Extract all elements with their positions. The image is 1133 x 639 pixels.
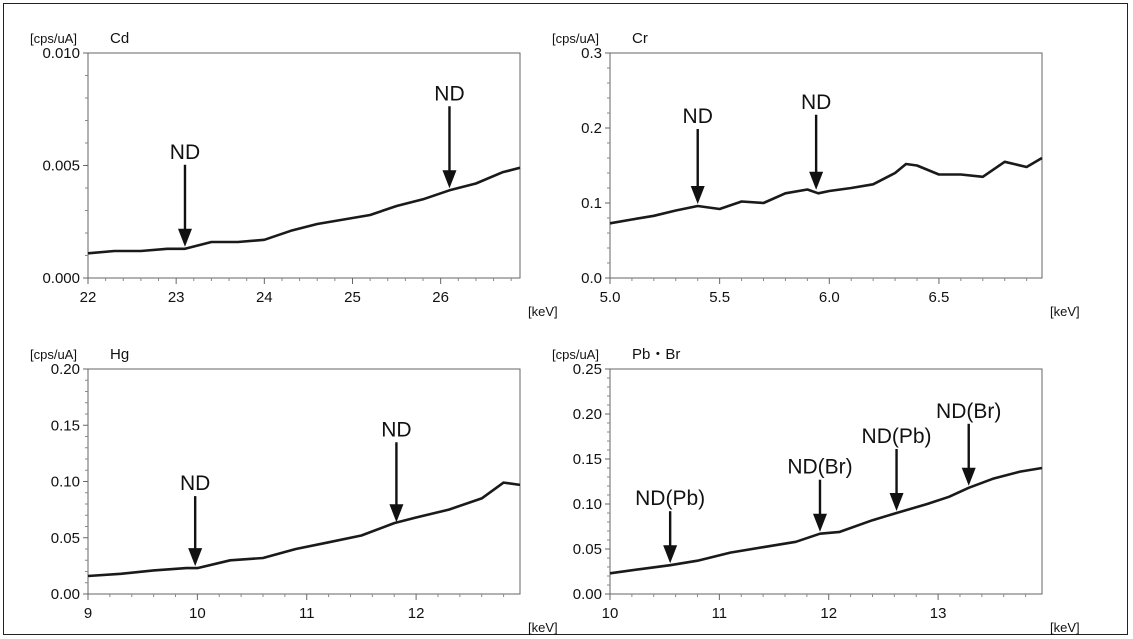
chart-panel-pbbr: 0.00 0.05 0.10 0.15 0.20 0.25 10 11 12 13 [cps/uA]…: [552, 346, 1080, 635]
plot-area: [87, 368, 521, 595]
panel-title: Cd: [110, 30, 129, 47]
annotation-arrow-head: [177, 228, 192, 247]
annotation-label: ND(Br): [936, 400, 1001, 423]
x-tick-label: 6.5: [929, 289, 950, 306]
annotation-arrow-head: [690, 186, 705, 204]
figure-frame: [3, 3, 1128, 635]
x-tick-label: 5.0: [600, 289, 621, 306]
x-tick-label: 25: [344, 289, 361, 306]
x-tick-label: 10: [189, 605, 206, 622]
y-tick-label: 0.20: [573, 406, 602, 423]
x-tick-label: 23: [168, 289, 185, 306]
annotation-arrow-head: [188, 548, 203, 567]
annotation-label: ND(Br): [787, 456, 852, 479]
chart-panel-cd: 0.000 0.005 0.010 22 23 24 25 26 [cps/uA] [keV] Cd…: [30, 30, 558, 319]
y-tick-label: 0.00: [573, 586, 602, 603]
annotation-label: ND: [801, 91, 831, 114]
chart-panel-cr: 0.0 0.1 0.2 0.3 5.0 5.5 6.0 6.5 [cps/uA] [keV] Cr N…: [552, 30, 1080, 319]
annotation-label: ND: [180, 472, 210, 495]
annotation-arrow-head: [812, 513, 827, 532]
annotation-arrow-head: [389, 504, 404, 523]
chart-panel-hg: 0.00 0.05 0.10 0.15 0.20 9 10 11 12 [cps/uA] [keV]…: [30, 346, 558, 635]
y-tick-label: 0.000: [42, 270, 80, 287]
annotation-label: ND: [434, 82, 464, 105]
x-tick-label: 26: [432, 289, 449, 306]
y-tick-label: 0.010: [42, 45, 80, 62]
y-tick-label: 0.15: [573, 451, 602, 468]
y-tick-label: 0.10: [573, 496, 602, 513]
y-tick-label: 0.05: [51, 530, 80, 547]
y-tick-label: 0.05: [573, 541, 602, 558]
y-tick-label: 0.15: [51, 417, 80, 434]
x-tick-label: 10: [602, 605, 619, 622]
y-tick-label: 0.005: [42, 158, 80, 175]
y-tick-label: 0.00: [51, 586, 80, 603]
plot-area: [609, 368, 1043, 595]
x-axis-label: [keV]: [1050, 304, 1080, 319]
x-tick-label: 13: [930, 605, 947, 622]
y-tick-label: 0.2: [581, 120, 602, 137]
y-axis-label: [cps/uA]: [552, 31, 599, 46]
annotation-label: ND(Pb): [635, 487, 705, 510]
panel-title: Pb・Br: [632, 346, 680, 363]
y-tick-label: 0.10: [51, 474, 80, 491]
x-tick-label: 12: [820, 605, 837, 622]
y-tick-label: 0.25: [573, 361, 602, 378]
x-tick-label: 22: [80, 289, 97, 306]
y-axis-label: [cps/uA]: [30, 347, 77, 362]
y-tick-label: 0.3: [581, 45, 602, 62]
x-tick-label: 6.0: [819, 289, 840, 306]
spectrum-line: [87, 166, 521, 255]
annotation-label: ND(Pb): [862, 425, 932, 448]
panel-title: Cr: [632, 30, 648, 47]
plot-area: [609, 52, 1043, 279]
y-axis-label: [cps/uA]: [30, 31, 77, 46]
spectrum-line: [609, 466, 1043, 575]
spectrum-line: [609, 156, 1043, 225]
spectrum-line: [87, 481, 521, 578]
y-tick-label: 0.1: [581, 195, 602, 212]
x-tick-label: 24: [256, 289, 273, 306]
y-tick-label: 0.20: [51, 361, 80, 378]
annotation-arrow-head: [663, 545, 678, 564]
panel-title: Hg: [110, 346, 129, 363]
x-tick-label: 11: [712, 605, 728, 622]
annotation-arrow-head: [889, 493, 904, 511]
annotation-label: ND: [381, 418, 411, 441]
x-axis-label: [keV]: [1050, 620, 1080, 635]
x-tick-label: 9: [84, 605, 92, 622]
x-tick-label: 12: [408, 605, 425, 622]
x-tick-label: 5.5: [709, 289, 730, 306]
annotation-arrow-head: [442, 170, 457, 189]
annotation-label: ND: [170, 141, 200, 164]
y-axis-label: [cps/uA]: [552, 347, 599, 362]
annotation-arrow-head: [961, 467, 976, 486]
y-tick-label: 0.0: [581, 270, 602, 287]
x-tick-label: 11: [299, 605, 315, 622]
annotation-arrow-head: [809, 171, 824, 190]
x-axis-label: [keV]: [528, 304, 558, 319]
x-axis-label: [keV]: [528, 620, 558, 635]
annotation-label: ND: [683, 105, 713, 128]
